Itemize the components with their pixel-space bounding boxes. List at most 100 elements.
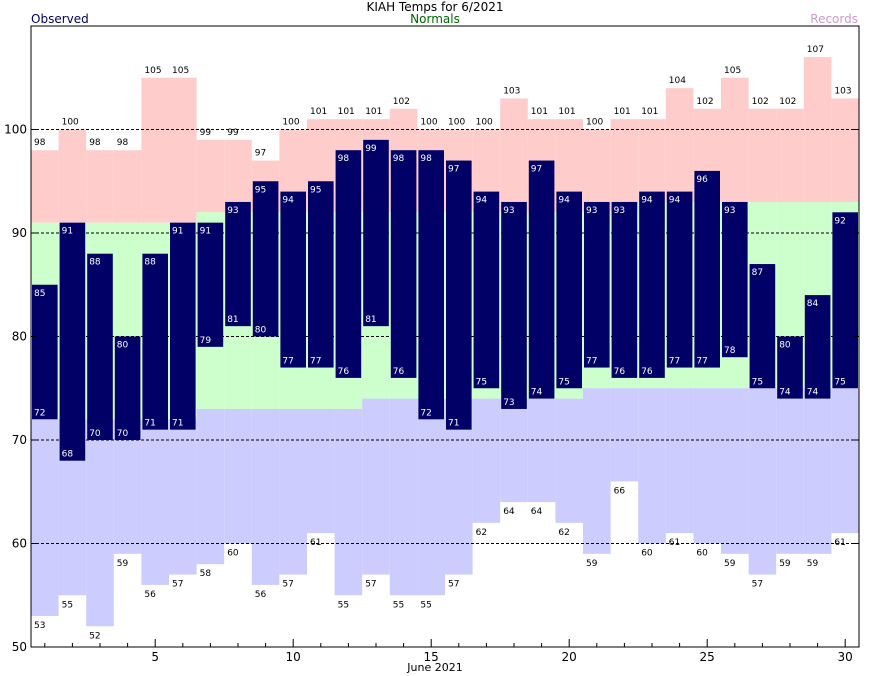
record-low-label: 61 xyxy=(310,538,321,548)
x-tick-label: 15 xyxy=(424,650,439,664)
record-high-label: 100 xyxy=(62,118,79,128)
observed-high-label: 93 xyxy=(614,206,625,216)
observed-high-label: 91 xyxy=(200,227,211,237)
observed-high-label: 91 xyxy=(172,227,183,237)
observed-bar xyxy=(804,295,831,399)
record-high-label: 98 xyxy=(117,138,129,148)
observed-high-label: 87 xyxy=(752,268,763,278)
record-low-label: 56 xyxy=(255,590,267,600)
record-low-label: 55 xyxy=(393,600,404,610)
record-high-label: 100 xyxy=(282,118,299,128)
observed-low-label: 80 xyxy=(255,326,267,336)
x-tick-label: 20 xyxy=(562,650,577,664)
x-tick-label: 25 xyxy=(700,650,715,664)
observed-low-label: 71 xyxy=(448,419,459,429)
record-low-label: 57 xyxy=(752,580,763,590)
record-high-band xyxy=(141,77,169,223)
record-low-band xyxy=(31,419,59,616)
record-high-label: 99 xyxy=(200,128,212,138)
record-high-band xyxy=(721,77,749,202)
record-low-label: 62 xyxy=(476,528,487,538)
record-low-band xyxy=(279,408,307,575)
observed-low-label: 76 xyxy=(614,367,626,377)
record-low-label: 59 xyxy=(117,559,129,569)
record-high-band xyxy=(224,139,252,213)
observed-high-label: 85 xyxy=(34,289,45,299)
observed-high-label: 94 xyxy=(282,196,294,206)
record-high-band xyxy=(196,139,225,213)
observed-bar xyxy=(418,150,444,420)
observed-bar xyxy=(280,191,306,368)
observed-high-label: 97 xyxy=(448,165,459,175)
record-high-label: 103 xyxy=(503,86,520,96)
y-tick-label: 50 xyxy=(12,640,27,654)
observed-low-label: 70 xyxy=(89,429,101,439)
record-low-band xyxy=(141,419,169,585)
record-high-band xyxy=(665,88,694,202)
observed-bar xyxy=(335,150,362,378)
record-high-label: 105 xyxy=(172,66,189,76)
observed-low-label: 70 xyxy=(117,429,129,439)
record-low-label: 57 xyxy=(172,580,183,590)
record-low-band xyxy=(803,388,832,554)
observed-bar xyxy=(363,139,389,327)
observed-low-label: 71 xyxy=(144,419,155,429)
observed-bar xyxy=(777,336,803,399)
record-low-label: 57 xyxy=(448,580,459,590)
record-high-label: 100 xyxy=(448,118,465,128)
observed-bar xyxy=(639,191,665,378)
observed-bar xyxy=(390,150,417,378)
record-low-band xyxy=(196,408,225,565)
observed-high-label: 95 xyxy=(310,185,321,195)
x-tick-label: 5 xyxy=(151,650,159,664)
observed-high-label: 91 xyxy=(62,227,73,237)
record-high-label: 101 xyxy=(614,107,631,117)
record-high-label: 105 xyxy=(144,66,161,76)
observed-high-label: 94 xyxy=(641,196,653,206)
observed-high-label: 93 xyxy=(503,206,514,216)
observed-high-label: 94 xyxy=(476,196,488,206)
observed-bar xyxy=(694,170,720,368)
observed-bar xyxy=(446,160,472,430)
observed-high-label: 92 xyxy=(834,216,845,226)
record-low-label: 55 xyxy=(420,600,431,610)
observed-bar xyxy=(556,191,582,389)
record-high-label: 102 xyxy=(752,97,769,107)
observed-low-label: 75 xyxy=(834,377,845,387)
record-high-label: 98 xyxy=(34,138,46,148)
observed-low-label: 75 xyxy=(476,377,487,387)
observed-high-label: 93 xyxy=(724,206,735,216)
x-tick-label: 10 xyxy=(286,650,301,664)
observed-low-label: 74 xyxy=(779,388,791,398)
legend-records: Records xyxy=(810,12,858,26)
record-high-band xyxy=(583,129,611,213)
record-low-label: 55 xyxy=(62,600,73,610)
record-low-label: 58 xyxy=(200,569,212,579)
record-high-label: 102 xyxy=(393,97,410,107)
observed-bar xyxy=(59,222,86,461)
observed-low-label: 77 xyxy=(310,357,321,367)
record-high-band xyxy=(831,98,859,202)
record-high-band xyxy=(638,119,666,202)
observed-high-label: 99 xyxy=(365,144,377,154)
record-high-band xyxy=(610,119,639,213)
observed-high-label: 95 xyxy=(255,185,266,195)
record-low-label: 60 xyxy=(641,549,653,559)
record-low-label: 62 xyxy=(558,528,569,538)
record-high-band xyxy=(86,150,114,223)
record-low-band xyxy=(224,408,252,544)
observed-high-label: 80 xyxy=(117,341,129,351)
observed-bar xyxy=(142,253,168,430)
observed-bar xyxy=(308,181,334,368)
record-high-label: 107 xyxy=(807,45,824,55)
observed-low-label: 72 xyxy=(420,408,431,418)
observed-bar xyxy=(584,201,610,368)
record-low-label: 55 xyxy=(338,600,349,610)
observed-bar xyxy=(722,201,748,358)
observed-low-label: 81 xyxy=(365,315,376,325)
record-low-band xyxy=(638,388,666,544)
record-high-label: 105 xyxy=(724,66,741,76)
record-low-label: 61 xyxy=(834,538,845,548)
observed-bar xyxy=(225,201,251,327)
